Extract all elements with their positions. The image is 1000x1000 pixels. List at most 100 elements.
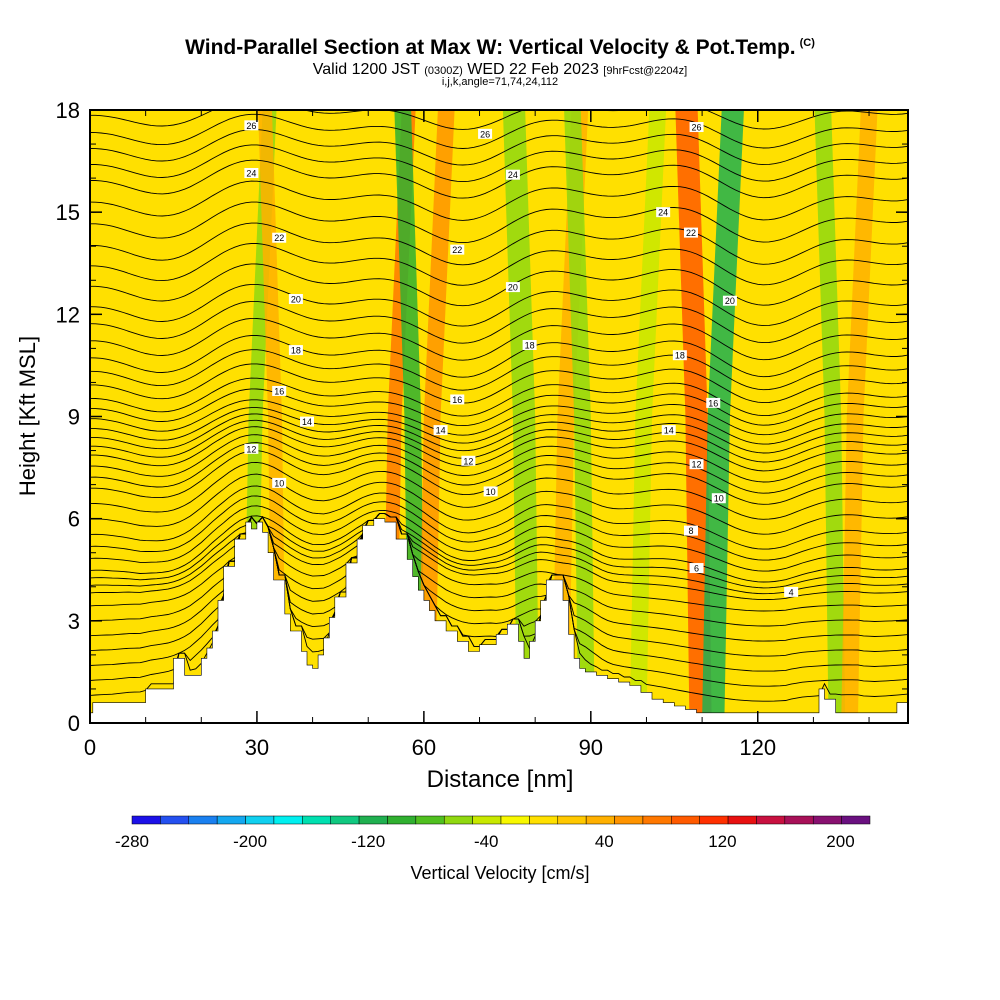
colorbar-swatch — [216, 815, 246, 825]
contour-label-24: 24 — [656, 207, 671, 218]
contour-label-text: 14 — [664, 426, 674, 436]
contour-label-text: 22 — [686, 228, 696, 238]
contour-label-bg — [661, 425, 676, 436]
colorbar-swatch — [614, 815, 644, 825]
theta-contour — [90, 513, 908, 612]
valid-time: Valid 1200 JST — [312, 61, 420, 78]
contour-label-bg — [483, 486, 498, 497]
theta-contour — [90, 180, 908, 221]
colorbar-swatch — [671, 815, 700, 825]
y-tick-label: 0 — [68, 711, 80, 736]
theta-contour — [90, 442, 908, 494]
theta-contour-12 — [90, 426, 908, 472]
contour-label-bg — [689, 122, 704, 133]
theta-contour — [90, 495, 908, 561]
x-tick-label: 120 — [739, 735, 776, 760]
theta-contour — [90, 263, 908, 307]
colorbar-tick-label: -120 — [351, 832, 385, 851]
colorbar-swatch — [302, 815, 331, 825]
contour-label-bg — [689, 459, 704, 470]
contour-label-24: 24 — [244, 168, 259, 179]
contour-label-bg — [478, 128, 493, 139]
contour-label-10: 10 — [711, 493, 726, 504]
colorbar-tick-label: 120 — [708, 832, 736, 851]
contour-label-bg — [244, 443, 259, 454]
theta-contour — [90, 144, 908, 183]
colorbar-swatch — [784, 815, 814, 825]
x-axis-label: Distance [nm] — [426, 766, 574, 793]
contour-label-bg — [689, 563, 704, 574]
contour-label-text: 24 — [508, 170, 518, 180]
contour-label-text: 20 — [508, 283, 518, 293]
colorbar-swatch — [188, 815, 218, 825]
contour-label-12: 12 — [461, 455, 476, 466]
contour-label-text: 16 — [452, 395, 462, 405]
contour-label-18: 18 — [672, 350, 687, 361]
contour-label-14: 14 — [433, 425, 448, 436]
contour-label-bg — [683, 525, 698, 536]
theta-contour — [90, 388, 908, 427]
contour-label-text: 22 — [452, 245, 462, 255]
contour-label-12: 12 — [244, 443, 259, 454]
colorbar-tick-label: -280 — [115, 832, 149, 851]
colorbar-swatch — [812, 815, 842, 825]
contour-label-text: 20 — [725, 296, 735, 306]
contour-label-bg — [722, 295, 737, 306]
contour-label-bg — [505, 282, 520, 293]
colorbar-swatch — [358, 815, 388, 825]
theta-contour — [90, 399, 908, 436]
contour-label-text: 6 — [694, 564, 699, 574]
contour-label-text: 16 — [274, 386, 284, 396]
contour-label-text: 10 — [486, 487, 496, 497]
contour-label-bg — [461, 455, 476, 466]
colorbar-swatch — [699, 815, 729, 825]
contour-label-text: 18 — [675, 351, 685, 361]
contour-label-bg — [272, 232, 287, 243]
contour-label-24: 24 — [505, 169, 520, 180]
x-tick-label: 90 — [579, 735, 603, 760]
theta-contour-18 — [90, 335, 908, 378]
velocity-band — [814, 110, 846, 723]
chart-title: Wind-Parallel Section at Max W: Vertical… — [0, 36, 1000, 60]
contour-label-bg — [272, 385, 287, 396]
contour-label-4: 4 — [784, 586, 799, 597]
velocity-band — [629, 110, 667, 723]
contour-label-text: 24 — [246, 169, 256, 179]
colorbar-tick-label: 40 — [595, 832, 614, 851]
colorbar-swatch — [443, 815, 473, 825]
contour-label-text: 20 — [291, 295, 301, 305]
chart-subtitle: Valid 1200 JST (0300Z) WED 22 Feb 2023 [… — [0, 61, 1000, 79]
valid-date: WED 22 Feb 2023 — [467, 61, 599, 78]
y-axis-label: Height [Kft MSL] — [15, 335, 40, 497]
contour-label-bg — [300, 416, 315, 427]
theta-contour — [90, 434, 908, 483]
contour-label-26: 26 — [478, 128, 493, 139]
contour-label-text: 4 — [789, 587, 794, 597]
x-tick-label: 0 — [84, 735, 96, 760]
contour-label-text: 26 — [246, 121, 256, 131]
theta-contour — [90, 317, 908, 361]
colorbar-swatch — [245, 815, 275, 825]
contour-label-bg — [706, 397, 721, 408]
theta-contour-4 — [90, 513, 908, 601]
colorbar-swatch — [160, 815, 190, 825]
contour-label-20: 20 — [722, 295, 737, 306]
theta-contour — [90, 419, 908, 463]
theta-contour-24 — [90, 159, 908, 199]
colorbar-swatch — [841, 815, 871, 825]
contour-label-text: 12 — [463, 456, 473, 466]
y-tick-label: 9 — [68, 405, 80, 430]
theta-contour — [90, 505, 908, 572]
colorbar-label: Vertical Velocity [cm/s] — [410, 863, 590, 883]
theta-contour — [90, 473, 908, 535]
contour-label-text: 22 — [274, 233, 284, 243]
contour-label-8: 8 — [683, 525, 698, 536]
velocity-band — [841, 110, 878, 723]
theta-contour-16 — [90, 377, 908, 417]
chart-title-text: Wind-Parallel Section at Max W: Vertical… — [185, 36, 796, 59]
colorbar-swatch — [642, 815, 672, 825]
colorbar-tick-label: -200 — [233, 832, 267, 851]
colorbar-swatch — [756, 815, 786, 825]
contour-label-text: 26 — [480, 129, 490, 139]
